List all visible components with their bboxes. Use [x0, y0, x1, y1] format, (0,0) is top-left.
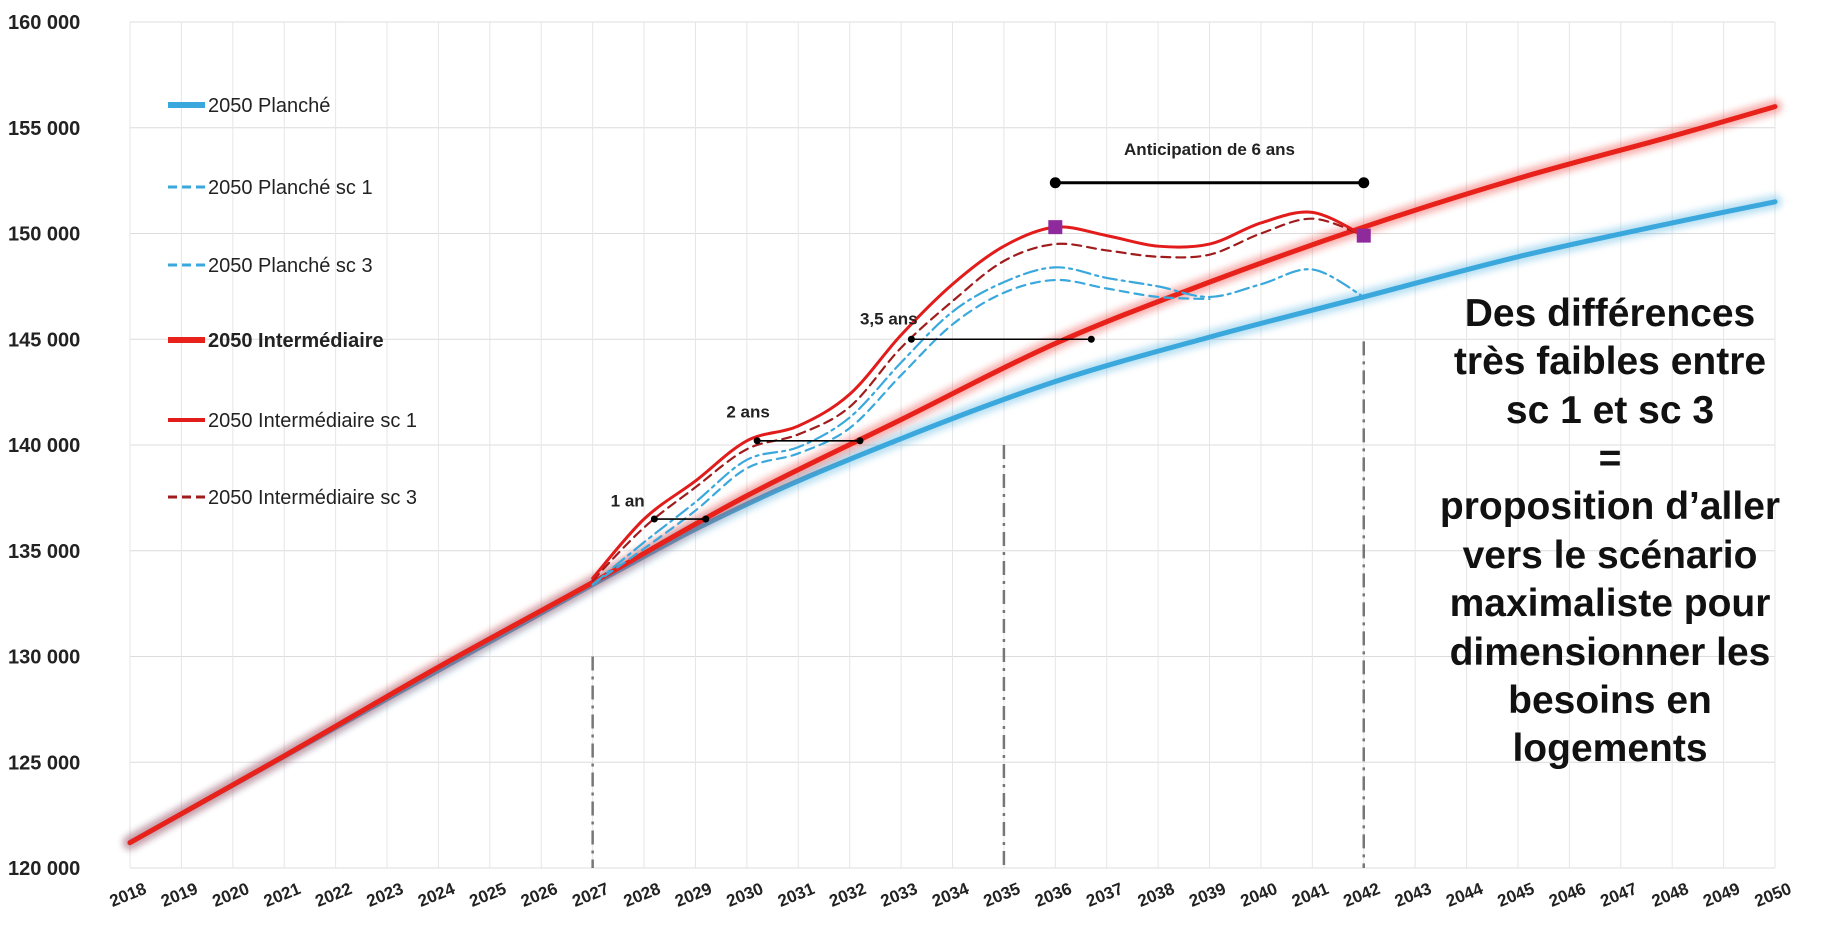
x-tick-label: 2041	[1289, 879, 1331, 911]
x-tick-label: 2044	[1443, 879, 1486, 911]
legend: 2050 Planché 2050 Planché sc 1 2050 Planch…	[168, 95, 417, 509]
x-tick-label: 2035	[981, 879, 1023, 911]
callout-line: maximaliste pour	[1449, 582, 1771, 626]
callout-line: besoins en	[1508, 678, 1712, 722]
x-tick-label: 2040	[1238, 879, 1280, 911]
series-line-6	[591, 217, 1365, 582]
x-tick-label: 2037	[1084, 879, 1126, 911]
annotation-dot	[1049, 177, 1061, 189]
y-tick-label: 160 000	[8, 12, 80, 34]
x-tick-label: 2043	[1392, 879, 1434, 911]
annotations: 1 an 2 ans 3,5 ans Anticipation de 6 ans	[611, 140, 1370, 523]
legend-label: 2050 Intermédiaire sc 3	[208, 487, 417, 509]
x-tick-label: 2019	[158, 879, 200, 911]
square-markers	[1048, 220, 1371, 243]
vertical-markers	[591, 341, 1365, 868]
x-tick-label: 2039	[1186, 879, 1228, 911]
annotation-label: Anticipation de 6 ans	[1124, 140, 1295, 159]
x-tick-label: 2023	[364, 879, 406, 911]
annotation-dot	[1087, 335, 1095, 343]
y-tick-label: 135 000	[8, 541, 80, 563]
y-tick-label: 140 000	[8, 435, 80, 457]
x-tick-label: 2032	[827, 879, 869, 911]
series-line-5	[591, 210, 1366, 580]
callout-line: vers le scénario	[1462, 533, 1758, 577]
series-line-2	[591, 266, 1365, 586]
annotation-label: 1 an	[611, 491, 645, 510]
y-tick-label: 120 000	[8, 858, 80, 880]
series-line-4	[127, 104, 1778, 846]
y-axis-ticks: 120 000 125 000 130 000 135 000 140 000 145 0…	[8, 12, 80, 880]
x-axis-ticks: 2018 2019 2020 2021 2022 2023 2024 2025 2026 2027…	[107, 879, 1794, 911]
x-tick-label: 2038	[1135, 879, 1177, 911]
legend-label: 2050 Planché sc 3	[208, 255, 373, 277]
y-tick-label: 145 000	[8, 329, 80, 351]
callout-line: sc 1 et sc 3	[1505, 388, 1715, 432]
x-tick-label: 2033	[878, 879, 920, 911]
annotation-dot	[856, 437, 864, 445]
callout-line: proposition d’aller	[1439, 485, 1781, 529]
y-tick-label: 150 000	[8, 224, 80, 246]
x-tick-label: 2027	[570, 879, 612, 911]
series-lines	[123, 99, 1782, 850]
x-tick-label: 2036	[1032, 879, 1074, 911]
x-tick-label: 2029	[672, 879, 714, 911]
x-tick-label: 2047	[1598, 879, 1640, 911]
x-tick-label: 2045	[1495, 879, 1537, 911]
x-tick-label: 2020	[210, 879, 252, 911]
square-marker	[1356, 228, 1371, 243]
x-tick-label: 2042	[1341, 879, 1383, 911]
annotation-dot	[702, 515, 710, 523]
x-tick-label: 2021	[261, 879, 303, 911]
x-tick-label: 2025	[467, 879, 509, 911]
legend-label: 2050 Intermédiaire sc 1	[208, 410, 417, 432]
callout-line: =	[1598, 437, 1622, 481]
x-tick-label: 2034	[929, 879, 972, 911]
x-tick-label: 2046	[1546, 879, 1588, 911]
x-tick-label: 2024	[415, 879, 458, 911]
x-tick-label: 2026	[518, 879, 560, 911]
callout-line: logements	[1512, 727, 1708, 771]
x-tick-label: 2018	[107, 879, 149, 911]
annotation-label: 2 ans	[726, 403, 769, 422]
annotation-dot	[650, 515, 658, 523]
callout-line: très faibles entre	[1453, 340, 1767, 384]
y-tick-label: 155 000	[8, 118, 80, 140]
x-tick-label: 2050	[1752, 879, 1794, 911]
x-tick-label: 2049	[1700, 879, 1742, 911]
series-line-3	[591, 278, 1211, 586]
callout-line: dimensionner les	[1449, 630, 1771, 674]
annotation-dot	[1358, 177, 1370, 189]
annotation-dot	[907, 335, 915, 343]
x-tick-label: 2031	[775, 879, 817, 911]
callout-text: Des différences très faibles entre sc 1 et…	[1400, 290, 1820, 774]
x-tick-label: 2048	[1649, 879, 1691, 911]
legend-label: 2050 Intermédiaire	[208, 330, 384, 352]
x-tick-label: 2022	[312, 879, 354, 911]
callout-line: Des différences	[1464, 292, 1756, 335]
legend-label: 2050 Planché sc 1	[208, 177, 373, 199]
annotation-label: 3,5 ans	[860, 309, 918, 328]
y-tick-label: 130 000	[8, 647, 80, 669]
square-marker	[1048, 220, 1063, 235]
x-tick-label: 2030	[724, 879, 766, 911]
y-tick-label: 125 000	[8, 752, 80, 774]
x-tick-label: 2028	[621, 879, 663, 911]
annotation-dot	[753, 437, 761, 445]
legend-label: 2050 Planché	[208, 95, 330, 117]
